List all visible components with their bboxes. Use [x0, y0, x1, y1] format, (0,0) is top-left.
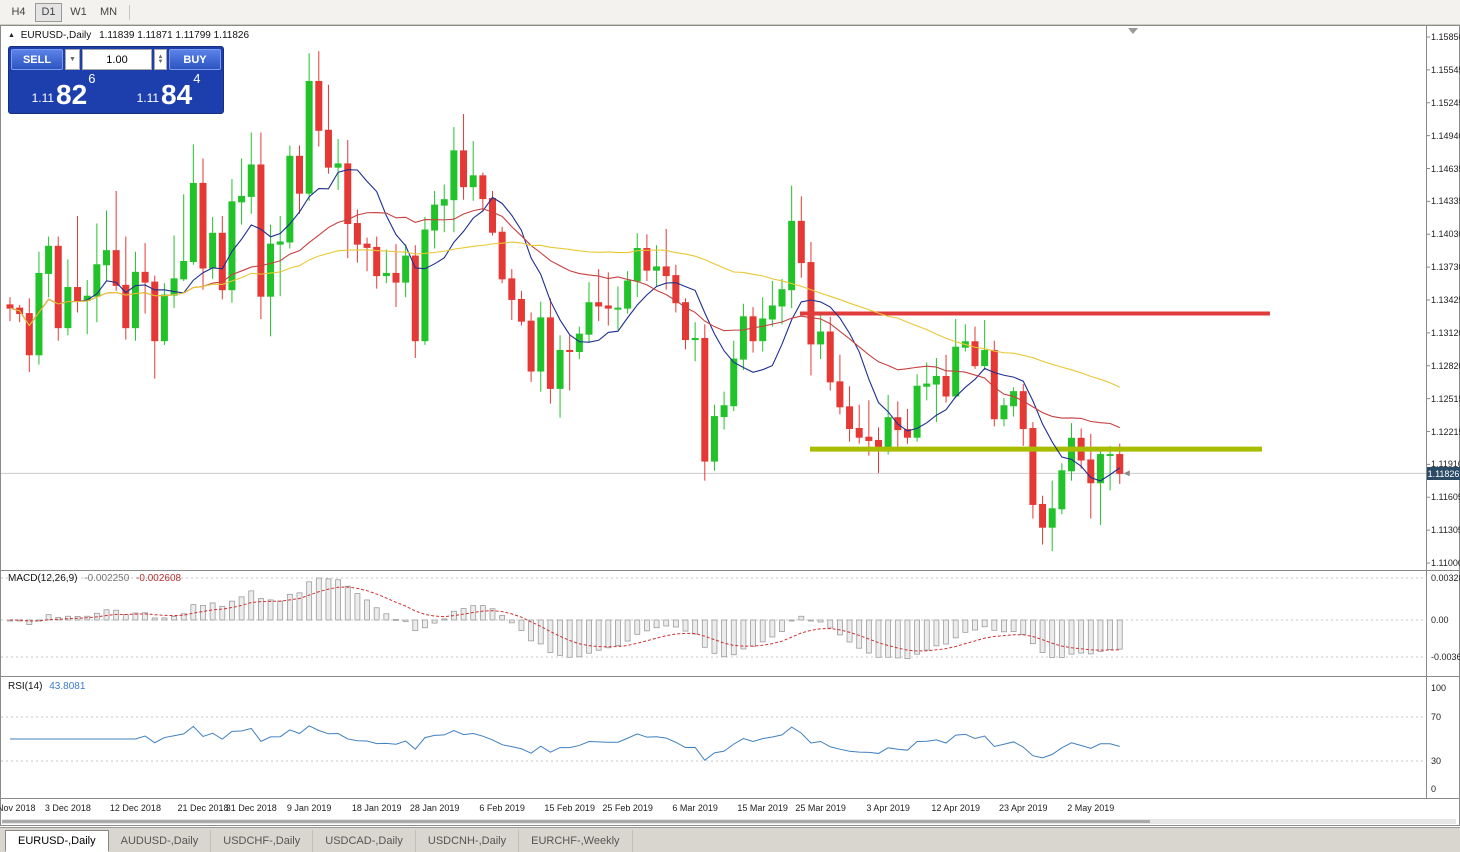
price-axis-label: 1.11910	[1431, 459, 1460, 470]
horizontal-scrollbar[interactable]	[2, 819, 1456, 824]
price-axis-label: 1.13425	[1431, 295, 1460, 305]
date-axis-label: 25 Feb 2019	[602, 803, 653, 813]
toolbar-separator	[129, 4, 130, 20]
sell-price-prefix: 1.11	[31, 91, 55, 105]
price-axis-label: 1.14335	[1431, 196, 1460, 207]
timeframe-w1-button[interactable]: W1	[65, 3, 92, 22]
scrollbar-thumb[interactable]	[2, 820, 1150, 823]
spin-up-icon[interactable]: ▲	[157, 53, 164, 60]
date-axis-label: 6 Feb 2019	[479, 803, 525, 813]
macd-label: MACD(12,26,9)	[8, 573, 78, 584]
rsi-header: RSI(14) 43.8081	[8, 681, 85, 692]
date-axis-label: 25 Mar 2019	[795, 803, 846, 813]
price-axis-label: 1.11305	[1431, 525, 1460, 536]
date-axis-label: 12 Apr 2019	[931, 803, 980, 813]
macd-main-value: -0.002250	[84, 573, 130, 584]
tab-usdcad-daily[interactable]: USDCAD-,Daily	[313, 830, 416, 852]
chart-tab-bar: EURUSD-,Daily AUDUSD-,Daily USDCHF-,Dail…	[0, 827, 1460, 852]
rsi-axis-label: 70	[1431, 712, 1442, 722]
date-axis-label: 28 Jan 2019	[409, 803, 460, 813]
date-axis-label: 12 Dec 2018	[109, 803, 161, 813]
date-axis-label: 15 Feb 2019	[544, 803, 595, 813]
collapse-triangle-icon: ▲	[8, 32, 15, 39]
timeframe-d1-button[interactable]: D1	[35, 2, 62, 22]
price-axis-label: 1.15850	[1431, 32, 1460, 42]
sell-price-big: 82	[56, 79, 88, 110]
price-axis-label: 1.12515	[1431, 393, 1460, 404]
date-axis-label: 3 Apr 2019	[866, 803, 910, 813]
date-axis-label: 6 Mar 2019	[672, 803, 718, 813]
macd-axis-label: -0.00365	[1431, 652, 1460, 662]
rsi-value: 43.8081	[49, 681, 86, 692]
date-axis-label: 21 Dec 2018	[177, 803, 229, 813]
tab-eurusd-daily[interactable]: EURUSD-,Daily	[5, 830, 109, 852]
price-axis-label: 1.12820	[1431, 360, 1460, 371]
buy-price-prefix: 1.11	[136, 91, 160, 105]
sell-price-sup: 6	[88, 71, 96, 86]
tab-eurchf-weekly[interactable]: EURCHF-,Weekly	[519, 830, 633, 852]
volume-spinner[interactable]: ▲ ▼	[154, 49, 167, 70]
timeframe-h4-button[interactable]: H4	[5, 3, 32, 22]
price-axis-label: 1.13120	[1431, 327, 1460, 338]
volume-input[interactable]	[82, 49, 152, 70]
buy-price-sup: 4	[193, 71, 201, 86]
rsi-axis-label: 0	[1431, 784, 1437, 794]
date-axis-label: 3 Dec 2018	[44, 803, 91, 813]
sell-button[interactable]: SELL	[11, 49, 63, 70]
chart-ohlc-values: 1.11839 1.11871 1.11799 1.11826	[99, 30, 250, 41]
rsi-axis-label: 100	[1431, 683, 1447, 693]
spin-down-icon[interactable]: ▼	[157, 58, 164, 65]
date-axis-label: 18 Jan 2019	[351, 803, 402, 813]
price-axis-label: 1.13730	[1431, 262, 1460, 273]
price-axis-label: 1.12215	[1431, 426, 1460, 437]
price-axis-label: 1.15545	[1431, 64, 1460, 75]
chart-symbol-title: EURUSD-,Daily	[20, 30, 92, 41]
macd-axis-label: 0.00	[1431, 615, 1449, 625]
price-axis-label: 1.14030	[1431, 229, 1460, 240]
date-axis-label: 23 Apr 2019	[998, 803, 1048, 813]
tab-audusd-daily[interactable]: AUDUSD-,Daily	[109, 830, 212, 852]
sell-price-display[interactable]: 1.11 82 6	[11, 70, 116, 111]
date-axis-label: 15 Mar 2019	[737, 803, 788, 813]
buy-button[interactable]: BUY	[169, 49, 221, 70]
rsi-label: RSI(14)	[8, 681, 43, 692]
price-axis-label: 1.11605	[1431, 492, 1460, 503]
date-axis-label: 2 May 2019	[1067, 803, 1115, 813]
timeframe-mn-button[interactable]: MN	[95, 3, 122, 22]
buy-price-big: 84	[161, 79, 193, 110]
volume-dropdown-icon[interactable]: ▼	[65, 49, 80, 70]
current-price-badge: 1.11826	[1427, 467, 1460, 480]
date-axis-label: 31 Dec 2018	[225, 803, 277, 813]
one-click-trading-panel: SELL ▼ ▲ ▼ BUY 1.11 82 6 1.11 84 4	[8, 46, 224, 114]
rsi-axis-label: 30	[1431, 756, 1442, 766]
price-axis-label: 1.15245	[1431, 97, 1460, 108]
chart-header: ▲ EURUSD-,Daily 1.11839 1.11871 1.11799 …	[8, 30, 249, 41]
tab-usdcnh-daily[interactable]: USDCNH-,Daily	[416, 830, 520, 852]
date-axis-label: 9 Jan 2019	[286, 803, 332, 813]
macd-header: MACD(12,26,9) -0.002250 -0.002608	[8, 573, 181, 584]
timeframe-toolbar: H4 D1 W1 MN	[0, 0, 1460, 25]
tab-usdchf-daily[interactable]: USDCHF-,Daily	[211, 830, 314, 852]
price-axis-label: 1.14940	[1431, 130, 1460, 141]
macd-axis-label: 0.003282	[1431, 573, 1460, 583]
price-axis-label: 1.11000	[1431, 558, 1460, 568]
date-axis-label: 23 Nov 2018	[0, 803, 36, 813]
price-axis-label: 1.14635	[1431, 163, 1460, 174]
macd-signal-value: -0.002608	[136, 573, 182, 584]
buy-price-display[interactable]: 1.11 84 4	[116, 70, 221, 111]
